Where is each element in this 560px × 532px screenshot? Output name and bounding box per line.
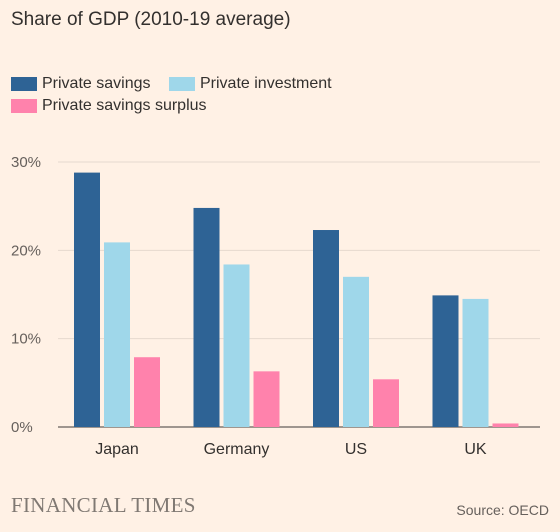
- bar-private-savings-us: [313, 230, 339, 427]
- bar-private-savings-japan: [74, 172, 100, 427]
- y-tick-label: 20%: [11, 242, 41, 259]
- brand-logo-text: FINANCIAL TIMES: [11, 493, 196, 517]
- legend-swatch-private-savings-surplus: [11, 99, 37, 113]
- x-category-label: Japan: [95, 441, 139, 458]
- bar-private-savings-germany: [193, 207, 220, 427]
- bar-private-investment-uk: [462, 298, 489, 427]
- bar-private-investment-us: [343, 276, 369, 427]
- legend-label-private-savings: Private savings: [42, 75, 151, 92]
- source-note: Source: OECD: [456, 502, 549, 518]
- legend-label-private-savings-surplus: Private savings surplus: [42, 97, 207, 114]
- legend-swatch-private-savings: [11, 77, 37, 91]
- x-category-label: UK: [464, 441, 487, 458]
- y-tick-label: 0%: [11, 419, 33, 436]
- legend-item-private-savings: Private savings: [11, 75, 151, 93]
- bar-private-savings-uk: [432, 295, 459, 427]
- legend-item-private-savings-surplus: Private savings surplus: [11, 97, 207, 115]
- bar-private-investment-japan: [104, 242, 130, 427]
- x-category-label: Germany: [204, 441, 270, 458]
- bar-private-investment-germany: [223, 264, 250, 427]
- legend-label-private-investment: Private investment: [200, 75, 332, 92]
- legend-item-private-investment: Private investment: [169, 75, 332, 93]
- y-tick-label: 10%: [11, 331, 41, 348]
- legend-swatch-private-investment: [169, 77, 195, 91]
- bar-private-savings-surplus-germany: [253, 371, 280, 427]
- chart-title: Share of GDP (2010-19 average): [11, 9, 291, 30]
- bar-private-savings-surplus-japan: [134, 357, 160, 427]
- x-category-label: US: [345, 441, 367, 458]
- bar-private-savings-surplus-us: [373, 379, 399, 427]
- y-tick-label: 30%: [11, 154, 41, 171]
- bar-private-savings-surplus-uk: [492, 423, 519, 427]
